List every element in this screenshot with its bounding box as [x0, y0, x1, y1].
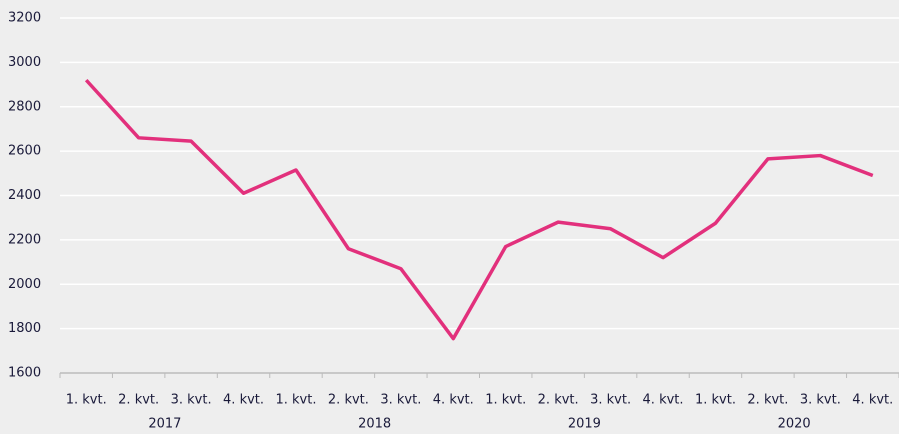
- x-tick-label: 3. kvt.: [590, 393, 631, 408]
- x-tick-label: 4. kvt.: [852, 393, 893, 408]
- x-tick-label: 4. kvt.: [433, 393, 474, 408]
- y-tick-label: 1600: [8, 366, 41, 381]
- x-tick-label: 2. kvt.: [538, 393, 579, 408]
- x-tick-label: 2. kvt.: [328, 393, 369, 408]
- x-tick-label: 4. kvt.: [643, 393, 684, 408]
- x-tick-label: 1. kvt.: [695, 393, 736, 408]
- x-tick-label: 1. kvt.: [485, 393, 526, 408]
- x-tick-label: 3. kvt.: [800, 393, 841, 408]
- y-tick-label: 2000: [8, 277, 41, 292]
- x-group-label: 2017: [148, 417, 181, 432]
- y-tick-label: 2600: [8, 144, 41, 159]
- x-tick-label: 1. kvt.: [275, 393, 316, 408]
- y-tick-label: 3000: [8, 55, 41, 70]
- x-group-label: 2019: [568, 417, 601, 432]
- y-tick-label: 2800: [8, 99, 41, 114]
- y-tick-label: 2400: [8, 188, 41, 203]
- x-tick-label: 4. kvt.: [223, 393, 264, 408]
- y-tick-label: 2200: [8, 232, 41, 247]
- y-tick-label: 3200: [8, 11, 41, 26]
- x-group-label: 2018: [358, 417, 391, 432]
- x-tick-label: 2. kvt.: [118, 393, 159, 408]
- x-tick-label: 3. kvt.: [171, 393, 212, 408]
- x-tick-label: 1. kvt.: [66, 393, 107, 408]
- line: [84, 78, 874, 341]
- x-group-label: 2020: [778, 417, 811, 432]
- x-tick-label: 2. kvt.: [747, 393, 788, 408]
- y-tick-label: 1800: [8, 321, 41, 336]
- x-tick-label: 3. kvt.: [380, 393, 421, 408]
